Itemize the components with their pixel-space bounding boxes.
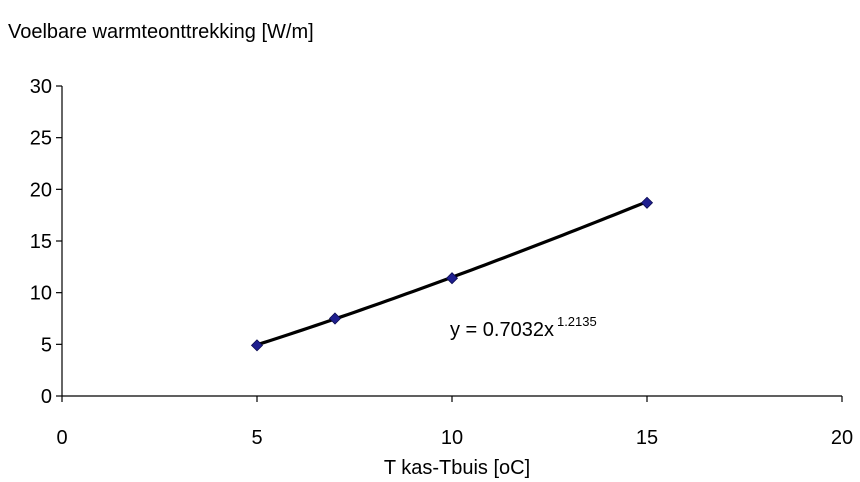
x-tick-label: 15 [636,427,658,449]
y-tick-label: 0 [41,386,52,408]
y-axis-label: Voelbare warmteonttrekking [W/m] [8,21,314,43]
data-points [250,196,654,352]
x-tick-label: 20 [831,427,853,449]
data-point [445,272,459,285]
y-tick-label: 30 [30,76,52,98]
y-axis: 0 5 10 15 20 25 30 [30,76,62,408]
y-tick-label: 20 [30,179,52,201]
x-axis: 0 5 10 15 20 [56,396,853,449]
y-tick-label: 5 [41,334,52,356]
data-point [250,339,264,352]
trendline-equation: y = 0.7032x 1.2135 [450,314,597,341]
y-tick-label: 25 [30,128,52,150]
equation-prefix: y = 0.7032x [450,319,554,341]
x-tick-label: 0 [56,427,67,449]
data-point [328,312,342,325]
x-axis-label: T kas-Tbuis [oC] [384,457,530,479]
data-point [640,196,654,209]
y-tick-label: 15 [30,231,52,253]
y-tick-label: 10 [30,283,52,305]
x-tick-label: 5 [251,427,262,449]
equation-exponent: 1.2135 [557,314,597,329]
x-tick-label: 10 [441,427,463,449]
